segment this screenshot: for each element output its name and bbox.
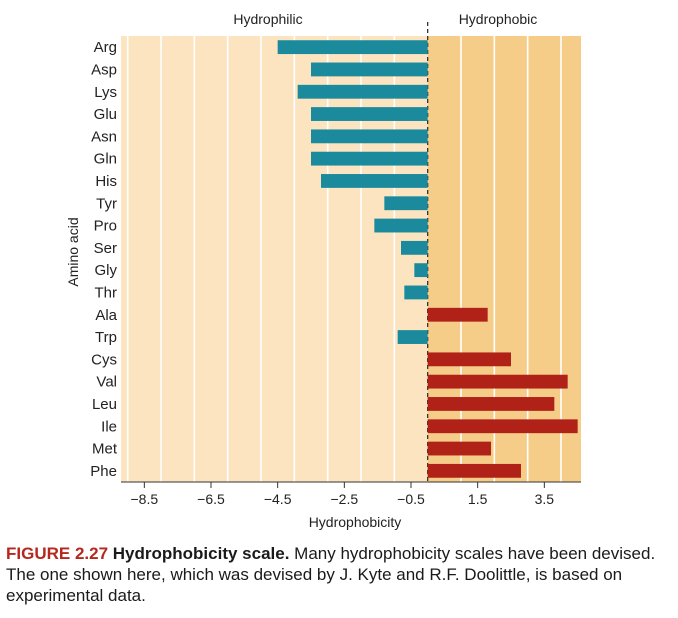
bar-gly xyxy=(414,263,428,278)
category-label: Trp xyxy=(95,329,117,346)
bar-trp xyxy=(397,330,428,344)
category-label: Leu xyxy=(92,396,117,413)
bar-arg xyxy=(277,40,428,55)
bar-leu xyxy=(427,397,555,411)
hydrophobic-region xyxy=(427,36,581,482)
x-tick-label: −6.5 xyxy=(197,491,225,507)
bar-thr xyxy=(404,285,428,300)
hydrophobicity-chart: −8.5 −6.5 −4.5 −2.5 −0.5 1.5 3.5 ArgAspLysGluA… xyxy=(65,11,581,530)
category-label: His xyxy=(95,173,117,190)
bar-pro xyxy=(374,218,428,233)
bar-tyr xyxy=(384,196,428,211)
category-label: Met xyxy=(92,441,118,458)
category-label: Phe xyxy=(90,463,117,480)
category-label: Ala xyxy=(95,307,117,324)
category-label: Tyr xyxy=(96,195,117,212)
x-ticks: −8.5 −6.5 −4.5 −2.5 −0.5 1.5 3.5 xyxy=(131,482,555,507)
figure-caption-text: Many hydrophobicity scales have been dev… xyxy=(6,544,656,605)
y-axis-label: Amino acid xyxy=(65,217,81,286)
category-label: Gln xyxy=(94,151,117,168)
bar-cys xyxy=(427,352,511,367)
x-tick-label: −0.5 xyxy=(397,491,425,507)
category-label: Ile xyxy=(101,418,117,435)
category-label: Gly xyxy=(95,262,118,279)
bar-gln xyxy=(311,151,428,166)
category-label: Cys xyxy=(91,351,117,368)
hydrophobic-label: Hydrophobic xyxy=(459,11,538,27)
bar-asn xyxy=(311,129,428,144)
category-label: Pro xyxy=(94,218,117,235)
x-tick-label: 1.5 xyxy=(468,491,488,507)
x-tick-label: −8.5 xyxy=(131,491,159,507)
bars xyxy=(277,40,578,478)
bar-ser xyxy=(401,240,428,255)
category-labels: Arg Asp Lys Glu Asn Gln His Tyr Pro Ser Gly Thr Ala T… xyxy=(90,39,118,480)
category-label: Arg xyxy=(94,39,117,56)
figure-title: Hydrophobicity scale. xyxy=(112,544,290,563)
x-axis-label: Hydrophobicity xyxy=(309,514,402,530)
hydrophilic-label: Hydrophilic xyxy=(233,11,302,27)
bar-met xyxy=(427,441,491,456)
hydrophilic-region xyxy=(121,36,428,482)
category-label: Val xyxy=(96,374,117,391)
bar-asp xyxy=(311,62,428,77)
bar-glu xyxy=(311,107,428,121)
bar-his xyxy=(321,174,428,188)
bar-lys xyxy=(297,84,428,99)
bar-ala xyxy=(427,307,488,322)
bar-phe xyxy=(427,463,521,478)
x-tick-label: −4.5 xyxy=(264,491,292,507)
category-label: Thr xyxy=(95,284,118,301)
bar-ile xyxy=(427,419,578,434)
x-tick-label: 3.5 xyxy=(535,491,555,507)
category-label: Asp xyxy=(91,61,117,78)
category-label: Asn xyxy=(91,128,117,145)
figure-number: FIGURE 2.27 xyxy=(6,544,109,563)
x-tick-label: −2.5 xyxy=(331,491,359,507)
category-label: Ser xyxy=(94,240,117,257)
category-label: Glu xyxy=(94,106,117,123)
category-label: Lys xyxy=(94,84,117,101)
figure-caption: FIGURE 2.27 Hydrophobicity scale. Many h… xyxy=(6,543,674,606)
bar-val xyxy=(427,374,568,389)
